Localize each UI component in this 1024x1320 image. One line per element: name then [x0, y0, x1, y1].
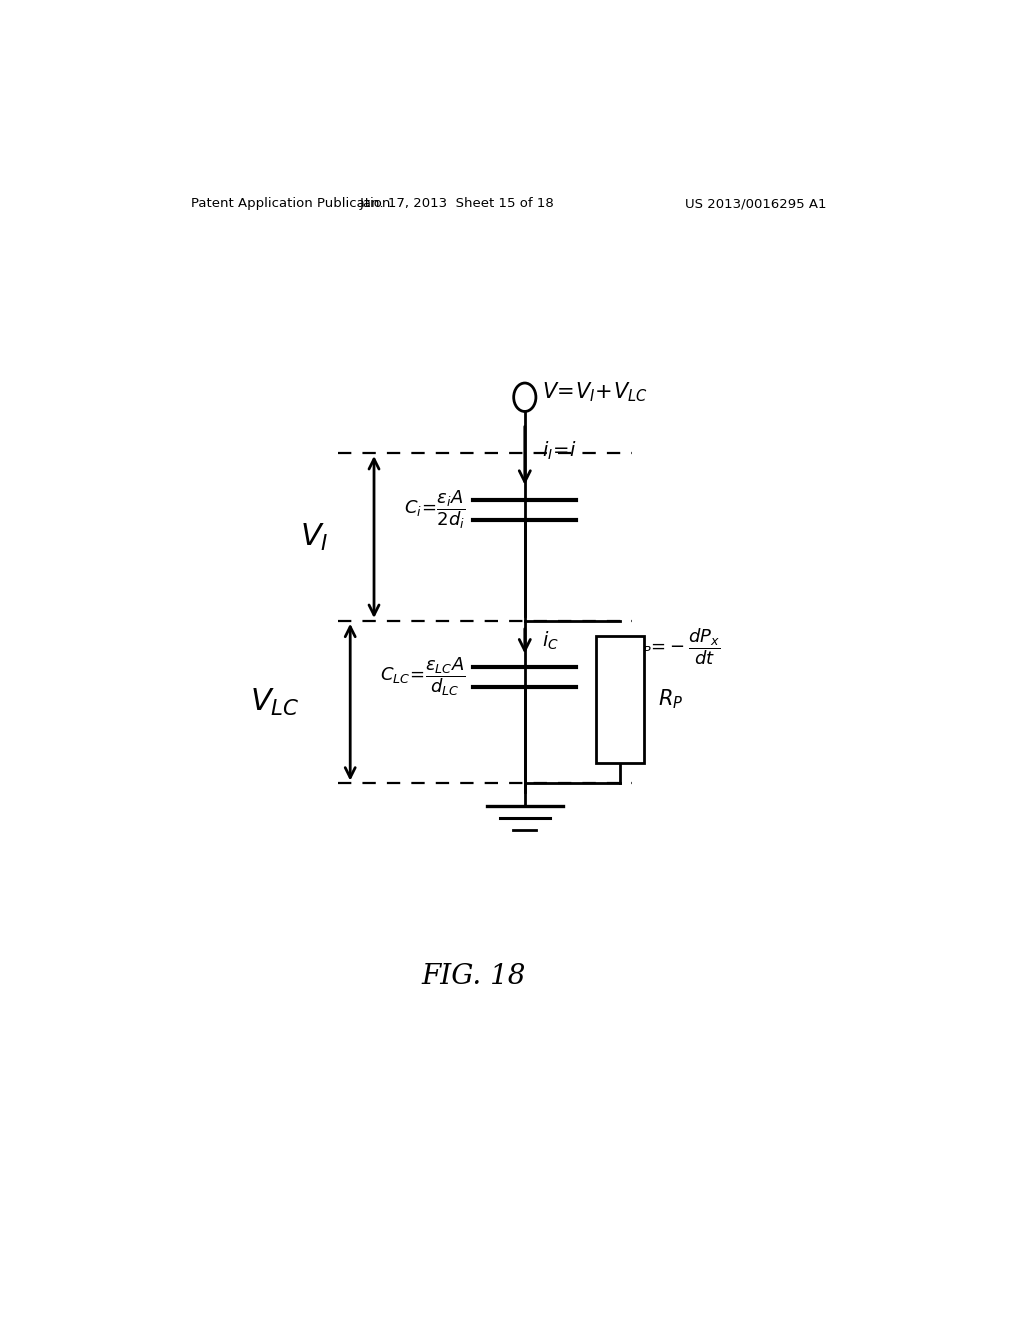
Text: $R_P$: $R_P$	[658, 688, 683, 711]
Text: $C_{LC}\!=\!\dfrac{\varepsilon_{LC}A}{d_{LC}}$: $C_{LC}\!=\!\dfrac{\varepsilon_{LC}A}{d_…	[380, 656, 465, 698]
Text: $C_i\!=\!\dfrac{\varepsilon_i A}{2d_i}$: $C_i\!=\!\dfrac{\varepsilon_i A}{2d_i}$	[403, 488, 465, 532]
Text: $V_{LC}$: $V_{LC}$	[250, 686, 300, 718]
Text: Patent Application Publication: Patent Application Publication	[191, 197, 391, 210]
Text: FIG. 18: FIG. 18	[421, 964, 525, 990]
Text: $i_I\!=\!i$: $i_I\!=\!i$	[543, 440, 578, 462]
Text: $V\!=\!V_I\!+\!V_{LC}$: $V\!=\!V_I\!+\!V_{LC}$	[543, 380, 648, 404]
Text: $i_P\!=\!-\dfrac{dP_x}{dt}$: $i_P\!=\!-\dfrac{dP_x}{dt}$	[638, 626, 721, 667]
Text: $i_C$: $i_C$	[543, 630, 559, 652]
Text: Jan. 17, 2013  Sheet 15 of 18: Jan. 17, 2013 Sheet 15 of 18	[360, 197, 555, 210]
Text: US 2013/0016295 A1: US 2013/0016295 A1	[685, 197, 826, 210]
Text: $V_I$: $V_I$	[300, 521, 329, 553]
Bar	[596, 636, 644, 763]
